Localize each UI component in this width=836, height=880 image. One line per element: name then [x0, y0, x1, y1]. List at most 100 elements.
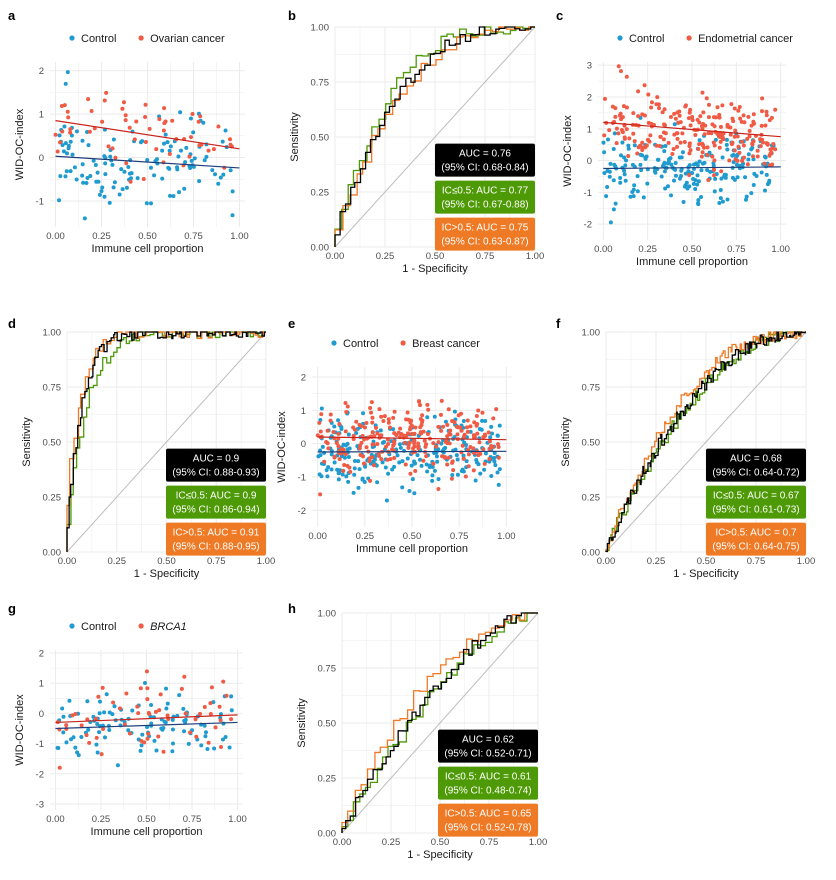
control-point — [635, 174, 640, 179]
control-point — [605, 168, 610, 173]
case-point — [370, 430, 375, 435]
case-point — [79, 723, 84, 728]
case-point — [695, 117, 700, 122]
control-point — [112, 180, 117, 185]
control-point — [427, 464, 432, 469]
control-point — [482, 467, 487, 472]
control-point — [63, 81, 68, 86]
control-point — [102, 194, 107, 199]
control-point — [220, 139, 225, 144]
case-point — [712, 173, 717, 178]
case-point — [646, 138, 651, 143]
control-point — [126, 165, 131, 170]
case-point — [92, 126, 97, 131]
control-point — [107, 728, 112, 733]
case-point — [326, 446, 331, 451]
control-point — [398, 445, 403, 450]
case-point — [643, 145, 648, 150]
case-point — [406, 417, 411, 422]
case-point — [459, 428, 464, 433]
case-point — [706, 178, 711, 183]
case-point — [729, 102, 734, 107]
case-point — [420, 413, 425, 418]
control-point — [201, 120, 206, 125]
case-point — [699, 154, 704, 159]
control-point — [749, 191, 754, 196]
case-point — [698, 114, 703, 119]
control-point — [453, 447, 458, 452]
control-point — [352, 459, 357, 464]
case-point — [710, 154, 715, 159]
legend-case-label: Ovarian cancer — [150, 33, 225, 45]
control-point — [645, 181, 650, 186]
case-point — [732, 106, 737, 111]
control-point — [130, 708, 135, 713]
case-point — [110, 146, 115, 151]
control-point — [696, 179, 701, 184]
case-point — [712, 143, 717, 148]
control-point — [662, 169, 667, 174]
case-point — [408, 471, 413, 476]
case-point — [123, 113, 128, 118]
control-point — [325, 474, 330, 479]
case-point — [706, 102, 711, 107]
case-point — [111, 700, 116, 705]
auc-box: IC>0.5: AUC = 0.7 (95% CI: 0.64-0.75) — [706, 522, 806, 556]
case-point — [117, 706, 122, 711]
auc-value: IC>0.5: AUC = 0.65 — [445, 809, 532, 820]
case-point — [58, 140, 63, 145]
case-point — [771, 142, 776, 147]
case-point — [217, 704, 222, 709]
case-point — [678, 140, 683, 145]
case-point — [737, 104, 742, 109]
case-point — [145, 736, 150, 741]
auc-box-bg — [438, 766, 538, 800]
control-point — [162, 719, 167, 724]
x-tick-label: 1.00 — [529, 837, 548, 848]
case-point — [688, 148, 693, 153]
control-point — [320, 444, 325, 449]
x-axis-title: Immune cell proportion — [356, 543, 468, 555]
x-tick-label: 0.00 — [333, 837, 352, 848]
case-point — [741, 143, 746, 148]
case-point — [468, 424, 473, 429]
legend: Control BRCA1 — [69, 621, 187, 633]
control-point — [170, 727, 175, 732]
case-point — [764, 109, 769, 114]
control-point — [99, 189, 104, 194]
case-point — [402, 440, 407, 445]
control-point — [188, 166, 193, 171]
case-point — [640, 148, 645, 153]
case-point — [134, 119, 139, 124]
case-point — [357, 422, 362, 427]
auc-ci: (95% CI: 0.64-0.72) — [712, 468, 799, 479]
case-point — [391, 443, 396, 448]
y-tick-label: -1 — [36, 739, 44, 750]
case-point — [660, 110, 665, 115]
control-point — [405, 456, 410, 461]
case-point — [386, 420, 391, 425]
x-tick-label: 0.25 — [92, 814, 111, 825]
control-point — [663, 143, 668, 148]
legend: Control Breast cancer — [331, 338, 480, 350]
case-point — [636, 89, 641, 94]
case-point — [331, 429, 336, 434]
case-point — [62, 103, 67, 108]
control-point — [205, 747, 210, 752]
control-point — [618, 180, 623, 185]
case-point — [491, 416, 496, 421]
control-point — [663, 186, 668, 191]
auc-ci: (95% CI: 0.88-0.95) — [172, 542, 259, 553]
case-point — [375, 431, 380, 436]
control-point — [410, 477, 415, 482]
x-tick-label: 0.00 — [594, 244, 613, 255]
control-point — [630, 162, 635, 167]
control-point — [717, 200, 722, 205]
control-point — [80, 138, 85, 143]
control-point — [679, 155, 684, 160]
case-point — [318, 492, 323, 497]
case-point — [334, 440, 339, 445]
panel-letter: f — [556, 316, 561, 331]
case-point — [737, 150, 742, 155]
y-axis-title: WID-OC-index — [14, 694, 26, 766]
